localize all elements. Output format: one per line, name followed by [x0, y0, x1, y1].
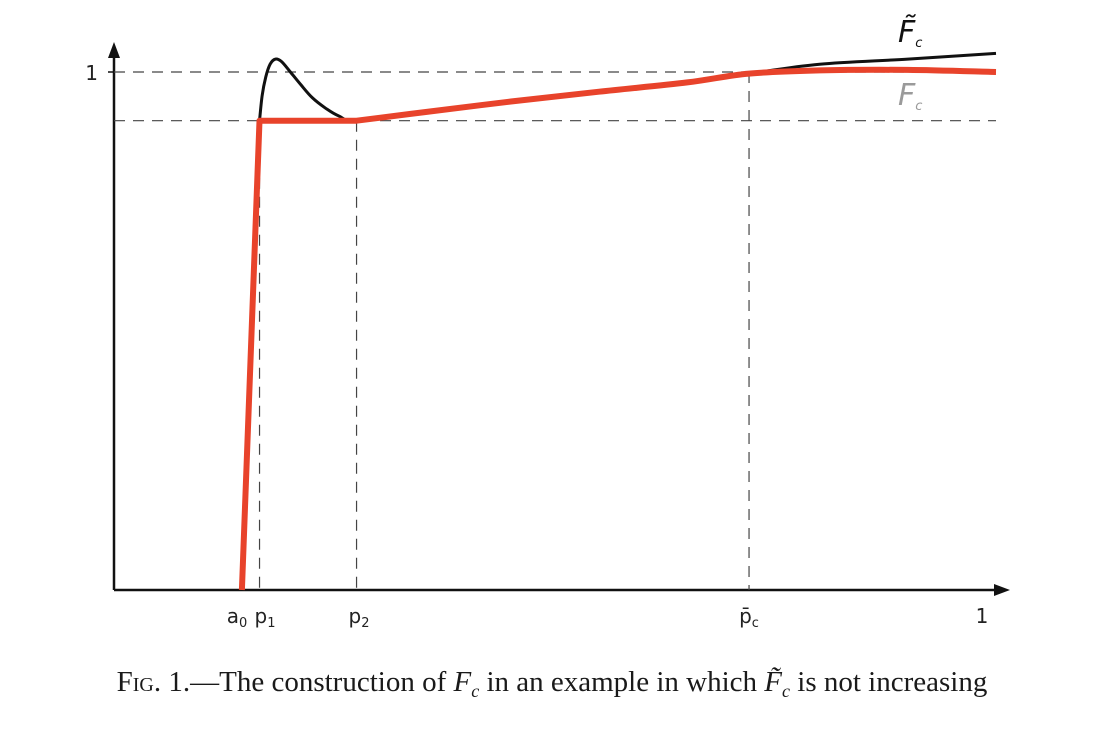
- caption-ftilde-symbol: F̃: [764, 666, 783, 698]
- y-axis-arrowhead: [108, 42, 120, 58]
- caption-text-1: The construction of: [219, 666, 454, 698]
- caption-dash: —: [190, 666, 220, 698]
- x-tick-label-one: 1: [976, 604, 989, 628]
- caption-text-2: in an example in which: [479, 666, 765, 698]
- figure-caption: Fig. 1.—The construction of Fc in an exa…: [0, 666, 1104, 701]
- series-layer: [238, 51, 997, 591]
- x-tick-label-a0: a0: [227, 604, 248, 631]
- x-tick-label-p1: p1: [255, 604, 276, 631]
- caption-fig-label: Fig. 1.: [116, 666, 191, 698]
- caption-f-sub: c: [471, 681, 480, 701]
- series-line-f: [238, 66, 997, 591]
- x-tick-label-pbar: p̄c: [739, 604, 759, 631]
- y-tick-label-one: 1: [85, 61, 98, 85]
- x-tick-label-p2: p2: [349, 604, 370, 631]
- x-axis-arrowhead: [994, 584, 1010, 596]
- caption-f-symbol: F: [453, 666, 472, 698]
- series-label-ftilde: F̃c: [898, 15, 922, 51]
- caption-text-3: is not increasing: [790, 666, 988, 698]
- series-label-f: Fc: [898, 78, 922, 114]
- reference-lines: [108, 71, 996, 590]
- caption-ftilde-sub: c: [782, 681, 791, 701]
